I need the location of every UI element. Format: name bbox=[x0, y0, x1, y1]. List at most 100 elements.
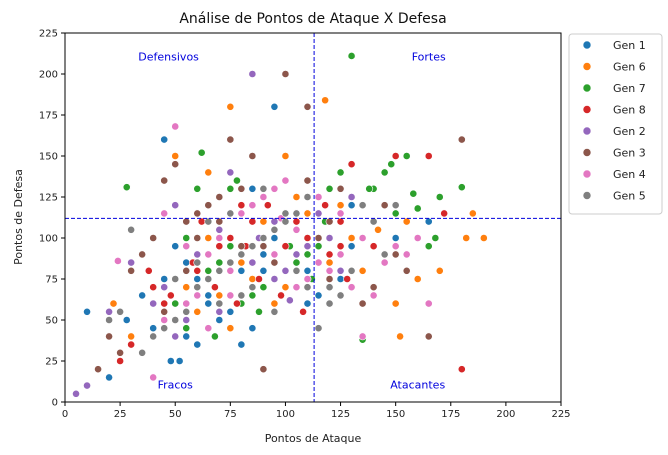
point-gen-5-9 bbox=[204, 275, 213, 283]
point-gen-1-22 bbox=[391, 234, 400, 242]
point-gen-5-21 bbox=[336, 291, 345, 300]
point-gen-5-6 bbox=[171, 316, 180, 324]
point-gen-1-36 bbox=[122, 316, 131, 324]
point-gen-2-3 bbox=[127, 258, 136, 267]
point-gen-5-3 bbox=[138, 348, 147, 357]
point-gen-1-17 bbox=[314, 291, 323, 300]
point-gen-7-14 bbox=[303, 250, 312, 259]
point-gen-6-6 bbox=[248, 275, 257, 283]
point-gen-3-25 bbox=[391, 250, 400, 259]
point-gen-3-11 bbox=[215, 193, 224, 201]
point-gen-8-39 bbox=[197, 217, 206, 226]
point-gen-5-13 bbox=[248, 242, 257, 251]
point-gen-8-24 bbox=[424, 152, 433, 160]
point-gen-7-1 bbox=[171, 299, 180, 308]
point-gen-1-28 bbox=[237, 340, 246, 349]
point-gen-2-28 bbox=[285, 296, 294, 305]
point-gen-2-26 bbox=[193, 250, 202, 259]
point-gen-6-27 bbox=[281, 283, 290, 292]
legend-label-2: Gen 7 bbox=[613, 82, 646, 95]
point-gen-4-31 bbox=[204, 324, 213, 333]
point-gen-6-39 bbox=[374, 225, 382, 234]
point-gen-4-36 bbox=[314, 193, 323, 201]
point-gen-7-25 bbox=[424, 242, 433, 251]
point-gen-1-23 bbox=[424, 217, 433, 226]
point-gen-3-33 bbox=[160, 307, 169, 316]
point-gen-2-8 bbox=[215, 225, 224, 234]
point-gen-1-4 bbox=[160, 135, 169, 144]
legend-label-3: Gen 8 bbox=[613, 104, 646, 117]
point-gen-6-9 bbox=[292, 193, 301, 201]
point-gen-5-11 bbox=[226, 258, 235, 267]
point-gen-4-14 bbox=[292, 283, 301, 292]
point-gen-5-19 bbox=[314, 324, 323, 333]
point-gen-1-27 bbox=[215, 316, 224, 324]
point-gen-4-1 bbox=[149, 373, 158, 382]
point-gen-6-22 bbox=[435, 266, 444, 275]
point-gen-3-9 bbox=[193, 209, 202, 218]
point-gen-2-23 bbox=[248, 258, 257, 267]
point-gen-1-25 bbox=[270, 234, 279, 242]
point-gen-1-21 bbox=[347, 242, 356, 251]
x-tick-label-5: 125 bbox=[331, 409, 350, 420]
point-gen-1-19 bbox=[336, 275, 345, 283]
data-points bbox=[72, 52, 488, 398]
point-gen-5-2 bbox=[127, 225, 136, 234]
point-gen-6-37 bbox=[325, 258, 334, 267]
point-gen-5-35 bbox=[292, 266, 301, 275]
point-gen-2-1 bbox=[83, 381, 91, 390]
point-gen-4-11 bbox=[259, 193, 268, 201]
y-axis: 0 25 50 75 100 125 150 175 200 225 bbox=[39, 29, 65, 409]
point-gen-7-2 bbox=[182, 234, 191, 242]
point-gen-1-29 bbox=[160, 275, 169, 283]
x-axis: 0 25 50 75 100 125 150 175 200 225 bbox=[62, 402, 571, 420]
point-gen-2-24 bbox=[270, 275, 279, 283]
point-gen-1-20 bbox=[347, 201, 356, 210]
point-gen-8-10 bbox=[226, 234, 235, 242]
legend-marker-0 bbox=[582, 40, 592, 50]
point-gen-5-14 bbox=[259, 234, 268, 242]
point-gen-2-14 bbox=[281, 266, 290, 275]
point-gen-4-6 bbox=[204, 250, 213, 259]
point-gen-4-21 bbox=[369, 291, 378, 300]
legend-marker-3 bbox=[582, 105, 592, 114]
point-gen-3-13 bbox=[237, 184, 246, 193]
point-gen-6-18 bbox=[396, 332, 404, 341]
point-gen-5-32 bbox=[193, 258, 202, 267]
point-gen-8-7 bbox=[193, 266, 202, 275]
x-tick-label-7: 175 bbox=[441, 409, 460, 420]
point-gen-8-19 bbox=[325, 250, 334, 259]
x-axis-title: Pontos de Ataque bbox=[265, 432, 362, 445]
point-gen-6-5 bbox=[226, 102, 235, 111]
point-gen-3-16 bbox=[270, 258, 279, 267]
point-gen-4-9 bbox=[237, 209, 246, 218]
point-gen-2-18 bbox=[325, 234, 334, 242]
point-gen-5-36 bbox=[325, 283, 334, 292]
point-gen-4-19 bbox=[347, 283, 356, 292]
point-gen-1-34 bbox=[303, 266, 312, 275]
y-tick-label-1: 25 bbox=[45, 357, 58, 368]
point-gen-3-36 bbox=[325, 217, 334, 226]
quadrant-label-2: Fracos bbox=[158, 379, 194, 392]
point-gen-4-0 bbox=[114, 257, 122, 265]
point-gen-6-1 bbox=[127, 332, 136, 341]
point-gen-2-5 bbox=[171, 201, 180, 210]
point-gen-7-38 bbox=[413, 204, 422, 213]
x-tick-label-9: 225 bbox=[551, 409, 570, 420]
point-gen-1-6 bbox=[193, 340, 202, 349]
point-gen-5-22 bbox=[347, 266, 356, 275]
point-gen-7-22 bbox=[391, 209, 400, 218]
point-gen-2-15 bbox=[292, 250, 301, 259]
point-gen-5-39 bbox=[248, 283, 257, 292]
point-gen-1-24 bbox=[248, 184, 257, 193]
point-gen-5-38 bbox=[226, 209, 235, 218]
point-gen-1-33 bbox=[259, 250, 268, 259]
point-gen-1-2 bbox=[138, 291, 147, 300]
point-gen-4-12 bbox=[270, 184, 279, 193]
point-gen-2-17 bbox=[314, 209, 323, 218]
point-gen-8-27 bbox=[321, 201, 330, 210]
point-gen-3-5 bbox=[149, 234, 158, 242]
point-gen-3-21 bbox=[325, 275, 334, 283]
point-gen-2-11 bbox=[248, 70, 257, 78]
